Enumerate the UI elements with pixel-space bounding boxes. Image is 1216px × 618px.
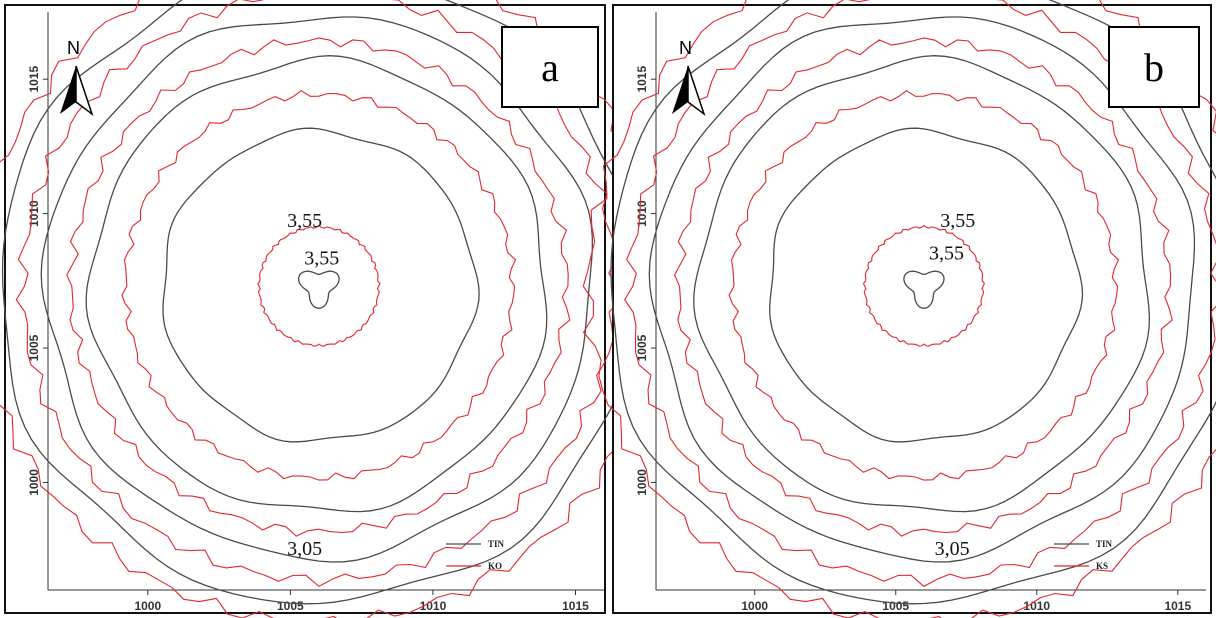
panel-letter-b: b bbox=[1108, 26, 1200, 108]
y-tick-label: 1010 bbox=[27, 200, 41, 227]
tin-contour-line bbox=[610, 0, 1216, 605]
contour-plot-a: 1000 1005 1010 1015 1000 1005 1010 1015 3,55 3,55… bbox=[0, 0, 664, 618]
y-tick-label: 1000 bbox=[635, 469, 649, 496]
y-tick-label: 1015 bbox=[27, 66, 41, 93]
ks-contour-line bbox=[862, 224, 986, 347]
tin-contour-line bbox=[85, 55, 548, 513]
ko-contour-line bbox=[257, 224, 381, 347]
x-tick-label: 1005 bbox=[277, 599, 304, 613]
contour-value-label: 3,55 bbox=[929, 242, 964, 264]
tin-contour-line bbox=[903, 270, 945, 309]
x-tick-label: 1010 bbox=[420, 599, 447, 613]
contour-value-label: 3,55 bbox=[287, 210, 322, 232]
contour-value-label: 3,05 bbox=[287, 538, 322, 560]
ks-contour-line bbox=[624, 0, 1216, 588]
map-panel-b: 1000 1005 1010 1015 1000 1005 1010 1015 3,55 3,55… bbox=[582, 0, 1216, 618]
contour-plot-b: 1000 1005 1010 1015 1000 1005 1010 1015 3,55 3,55… bbox=[582, 0, 1216, 618]
y-tick-label: 1000 bbox=[27, 469, 41, 496]
legend-label: TIN bbox=[1096, 539, 1113, 549]
x-tick-label: 1015 bbox=[1164, 599, 1191, 613]
ks-contour-line bbox=[728, 90, 1120, 481]
north-label: N bbox=[679, 38, 692, 58]
ks-contour-line bbox=[582, 0, 1216, 618]
contour-value-label: 3,05 bbox=[935, 538, 970, 560]
panel-letter-a: a bbox=[501, 26, 599, 108]
map-panel-a: 1000 1005 1010 1015 1000 1005 1010 1015 3,55 3,55… bbox=[0, 0, 664, 618]
legend-label: TIN bbox=[488, 539, 505, 549]
ko-contour-line bbox=[66, 37, 571, 537]
x-tick-label: 1015 bbox=[562, 599, 589, 613]
legend-label: KO bbox=[488, 561, 502, 571]
contour-value-label: 3,55 bbox=[304, 248, 339, 270]
x-tick-label: 1000 bbox=[741, 599, 768, 613]
x-tick-label: 1010 bbox=[1023, 599, 1050, 613]
contour-value-label: 3,55 bbox=[940, 210, 975, 232]
ko-contour-line bbox=[15, 0, 622, 588]
north-arrow-icon bbox=[60, 65, 94, 117]
tin-contour-line bbox=[769, 127, 1084, 443]
ko-contour-line bbox=[0, 0, 664, 618]
north-arrow-b: N bbox=[666, 38, 716, 138]
y-tick-label: 1005 bbox=[635, 334, 649, 361]
y-tick-label: 1005 bbox=[27, 334, 41, 361]
tin-contour-line bbox=[297, 270, 340, 309]
tin-contour-line bbox=[1, 0, 643, 605]
north-arrow-icon bbox=[672, 65, 706, 117]
tin-contour-line bbox=[162, 127, 480, 443]
north-label: N bbox=[67, 38, 80, 58]
x-tick-label: 1000 bbox=[134, 599, 161, 613]
ks-contour-line bbox=[673, 37, 1173, 537]
north-arrow-a: N bbox=[54, 38, 104, 138]
tin-contour-line bbox=[648, 16, 1196, 563]
y-tick-label: 1010 bbox=[635, 200, 649, 227]
x-tick-label: 1005 bbox=[882, 599, 909, 613]
tin-contour-line bbox=[693, 55, 1151, 513]
y-tick-label: 1015 bbox=[635, 66, 649, 93]
tin-contour-line bbox=[40, 16, 593, 563]
legend-label: KS bbox=[1096, 561, 1108, 571]
ko-contour-line bbox=[121, 90, 517, 481]
